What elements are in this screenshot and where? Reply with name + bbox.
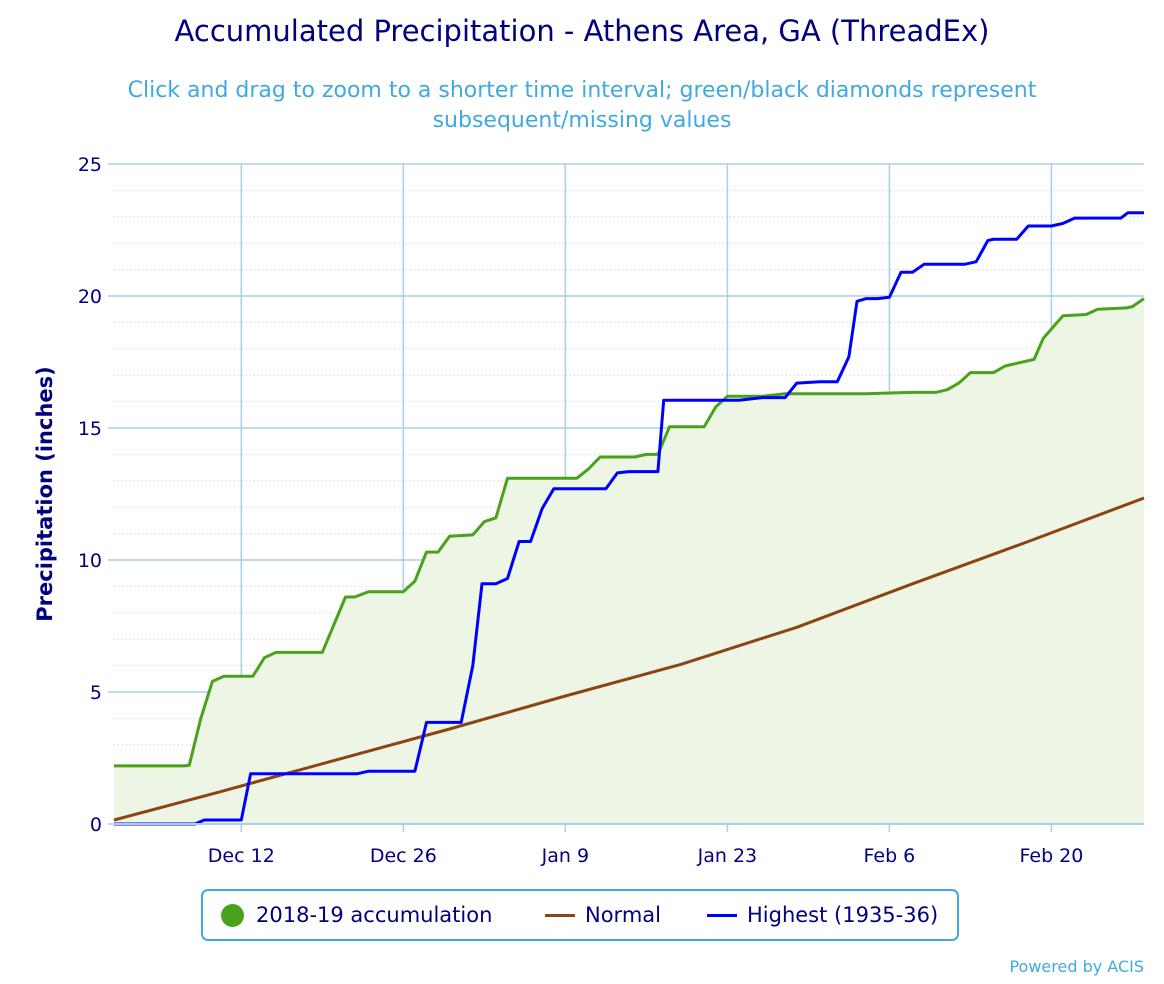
- chart-subtitle: Click and drag to zoom to a shorter time…: [82, 76, 1082, 136]
- y-tick-label: 20: [78, 286, 102, 308]
- series-line-normal: [113, 496, 1145, 822]
- credit-link[interactable]: Powered by ACIS: [1009, 957, 1144, 976]
- x-tick-label: Jan 9: [541, 845, 589, 867]
- x-tick-label: Jan 23: [697, 845, 758, 867]
- legend-item-normal[interactable]: Normal: [545, 891, 661, 939]
- subtitle-line-2: subsequent/missing values: [432, 108, 732, 133]
- legend: 2018-19 accumulation Normal Highest (193…: [201, 889, 959, 941]
- y-axis-label: Precipitation (inches): [33, 366, 57, 622]
- legend-label-accumulation: 2018-19 accumulation: [256, 903, 493, 927]
- x-tick-label: Feb 6: [864, 845, 916, 867]
- y-axis: 0 5 10 15 20 25: [78, 154, 114, 836]
- chart-title: Accumulated Precipitation - Athens Area,…: [174, 14, 990, 48]
- x-tick-label: Feb 20: [1019, 845, 1083, 867]
- legend-item-accumulation[interactable]: 2018-19 accumulation: [221, 891, 492, 939]
- chart-plot-area[interactable]: 0 5 10 15 20 25 Dec 12 Dec 26 Jan 9 Jan 23 Feb 6 F…: [0, 0, 1164, 880]
- legend-label-normal: Normal: [585, 903, 661, 927]
- legend-dot-icon: [221, 903, 244, 927]
- y-tick-label: 25: [78, 154, 102, 176]
- series-line-accumulation: [114, 297, 1145, 768]
- series-line-highest: [114, 211, 1144, 826]
- x-axis: Dec 12 Dec 26 Jan 9 Jan 23 Feb 6 Feb 20: [114, 823, 1144, 867]
- y-tick-label: 0: [90, 814, 102, 836]
- legend-line-icon: [707, 913, 737, 917]
- legend-item-highest[interactable]: Highest (1935-36): [707, 891, 938, 939]
- series-lines: [113, 211, 1145, 826]
- y-tick-label: 5: [90, 682, 102, 704]
- x-tick-label: Dec 12: [208, 845, 275, 867]
- y-tick-label: 10: [78, 550, 102, 572]
- legend-label-highest: Highest (1935-36): [747, 903, 939, 927]
- accumulation-area: [114, 298, 1144, 825]
- series-fills: [114, 298, 1144, 825]
- x-tick-label: Dec 26: [370, 845, 437, 867]
- y-tick-label: 15: [78, 418, 102, 440]
- legend-line-icon: [545, 913, 575, 917]
- subtitle-line-1: Click and drag to zoom to a shorter time…: [127, 78, 1037, 103]
